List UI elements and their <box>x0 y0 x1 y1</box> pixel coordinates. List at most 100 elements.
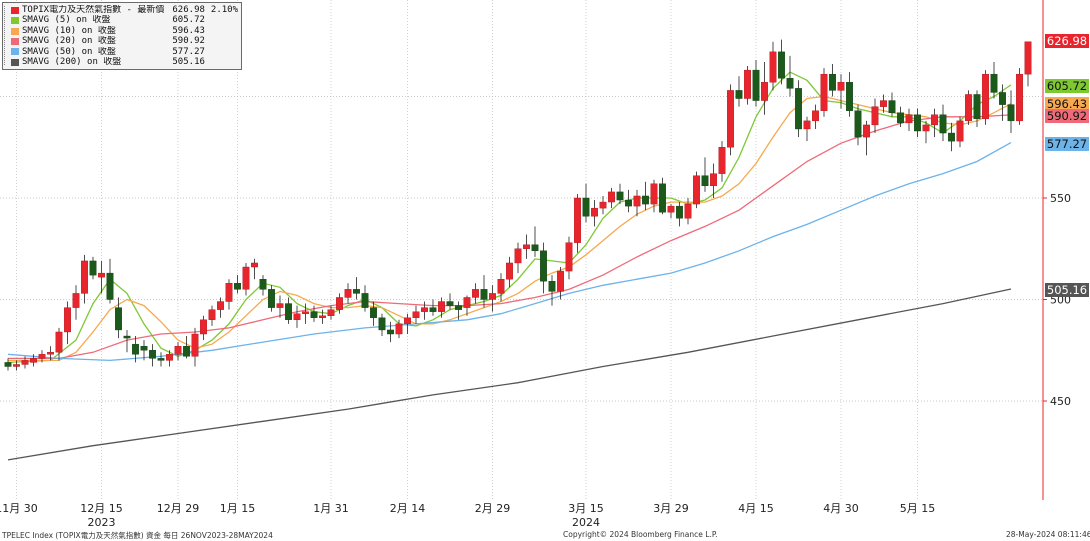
legend-value: 577.27 <box>172 46 205 57</box>
candle-body <box>268 289 275 308</box>
candle <box>489 285 496 312</box>
candle <box>514 242 522 274</box>
candle-body <box>149 350 156 359</box>
candle <box>438 297 445 318</box>
candle <box>948 122 955 152</box>
candle <box>47 346 54 361</box>
candle <box>761 61 768 115</box>
candle-body <box>531 244 539 251</box>
legend-label: TOPIX電力及天然氣指數 - 最新價 <box>22 5 165 15</box>
last-value-tag: 605.72 <box>1045 79 1089 93</box>
candle-body <box>132 343 139 355</box>
candle-body <box>47 352 54 355</box>
candle-body <box>412 311 420 318</box>
candle <box>123 329 131 353</box>
candle-body <box>795 88 802 130</box>
candle-body <box>72 293 80 308</box>
candle <box>540 242 547 294</box>
candle <box>208 305 216 326</box>
candle-body <box>327 309 335 316</box>
candle <box>557 267 564 300</box>
candle <box>472 283 479 304</box>
candle-body <box>234 283 241 290</box>
y-tick-label: 450 <box>1050 395 1071 408</box>
candle-body <box>438 301 445 312</box>
candle <box>310 305 318 322</box>
candle <box>446 293 454 310</box>
candle-body <box>81 260 88 294</box>
candle-body <box>744 69 751 99</box>
x-tick-label: 4月 30 <box>823 502 859 515</box>
candle-body <box>523 244 530 249</box>
x-tick-label: 3月 15 <box>568 502 604 515</box>
x-year-label: 2023 <box>88 516 116 529</box>
candle <box>38 350 46 363</box>
candle <box>888 92 896 117</box>
x-year-label: 2024 <box>572 516 600 529</box>
candle-body <box>608 191 615 203</box>
candle-body <box>888 100 896 113</box>
candle <box>463 295 471 316</box>
footer-timestamp: 28-May-2024 08:11:46 <box>1006 530 1090 539</box>
candle <box>353 277 360 300</box>
x-tick-label: 1月 31 <box>313 502 349 515</box>
candle-body <box>480 289 488 300</box>
candle-body <box>4 362 12 367</box>
candle <box>106 258 114 304</box>
candle-body <box>931 114 938 126</box>
candle <box>999 84 1006 121</box>
candle <box>684 198 692 225</box>
legend-label: SMAVG (200) on 收盤 <box>22 57 122 68</box>
candle <box>795 80 802 138</box>
candle <box>727 84 734 156</box>
candle-body <box>183 345 190 357</box>
candle-body <box>803 120 811 130</box>
candle <box>149 344 156 367</box>
candle-body <box>650 183 658 205</box>
candle <box>72 285 80 320</box>
candle <box>302 303 309 324</box>
last-value-bg <box>1045 34 1089 48</box>
candle-body <box>820 73 828 111</box>
candle <box>4 358 12 371</box>
last-value-text: 605.72 <box>1047 79 1087 93</box>
candle-body <box>472 289 479 298</box>
candle-body <box>769 51 777 83</box>
candle <box>81 254 88 304</box>
footer-index-info: TPELEC Index (TOPIX電力及天然氣指數) 資金 每日 26NOV… <box>2 531 273 540</box>
x-tick-label: 12月 29 <box>157 502 200 515</box>
legend: TOPIX電力及天然氣指數 - 最新價 626.98 2.10% SMAVG (5) … <box>2 2 242 71</box>
candle <box>548 275 556 306</box>
last-value-text: 596.43 <box>1047 97 1087 111</box>
candle <box>276 295 284 318</box>
candle <box>1024 41 1032 87</box>
candle <box>285 297 292 324</box>
candle <box>812 104 819 129</box>
candle-body <box>446 301 454 306</box>
candle <box>608 187 615 209</box>
candle-body <box>98 272 105 278</box>
candle <box>778 39 785 85</box>
candle-body <box>591 207 598 217</box>
candle-body <box>1024 41 1032 75</box>
candle-body <box>302 311 309 314</box>
candle <box>735 76 743 107</box>
footer-copyright: Copyright© 2024 Bloomberg Finance L.P. <box>563 530 718 539</box>
candle <box>676 202 683 227</box>
last-value-bg <box>1045 109 1089 123</box>
candle-body <box>106 272 114 300</box>
candle <box>293 305 301 328</box>
candle-body <box>361 293 369 308</box>
legend-value: 605.72 <box>172 15 205 26</box>
x-tick-label: 5月 15 <box>900 502 936 515</box>
candle-body <box>344 289 352 298</box>
candle-body <box>684 203 692 219</box>
candle <box>140 340 148 361</box>
candle-body <box>293 313 301 320</box>
last-value-bg <box>1045 137 1089 151</box>
candle-body <box>574 197 581 243</box>
candle-body <box>829 73 836 91</box>
candle-body <box>455 305 462 310</box>
